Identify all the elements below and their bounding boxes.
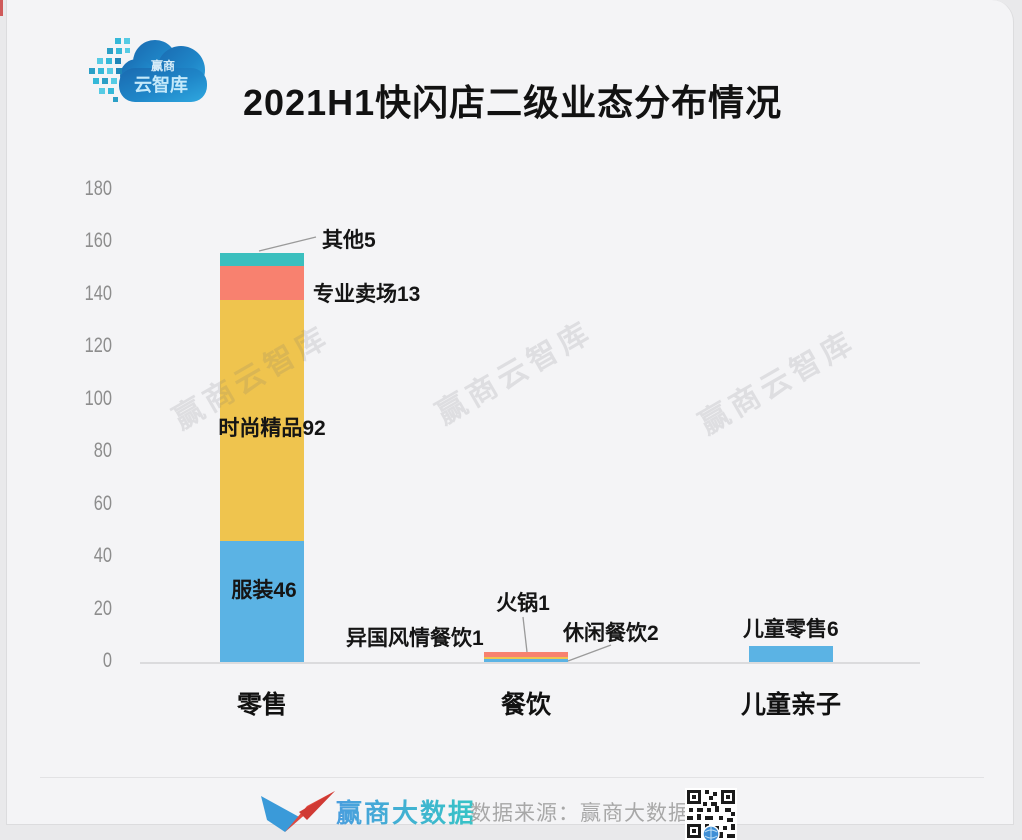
bar-segment bbox=[220, 252, 304, 267]
y-tick-label: 20 bbox=[93, 596, 112, 620]
x-axis-baseline bbox=[140, 662, 920, 664]
y-tick-label: 40 bbox=[93, 544, 112, 568]
y-tick-label: 60 bbox=[93, 491, 112, 515]
bar-segment bbox=[483, 659, 568, 662]
segment-label-huoguo: 火锅1 bbox=[496, 592, 550, 615]
category-label-lingshou: 零售 bbox=[236, 691, 288, 719]
bar-segment bbox=[220, 300, 304, 542]
bar-stack bbox=[220, 0, 304, 662]
footer: 赢商大数据 数据来源：赢商大数据 bbox=[0, 786, 1022, 840]
red-corner-mark bbox=[0, 0, 3, 16]
bar-segment bbox=[483, 651, 568, 657]
bar-segment bbox=[220, 266, 304, 301]
page-card bbox=[6, 0, 1014, 825]
segment-label-qita: 其他5 bbox=[322, 229, 376, 252]
bird-logo-icon bbox=[261, 791, 335, 832]
cloud-icon: 赢商 云智库 bbox=[89, 38, 207, 102]
bar-stack bbox=[483, 0, 568, 662]
bar-segment bbox=[749, 646, 833, 662]
footer-brand-text: 赢商大数据 bbox=[336, 793, 476, 830]
category-label-ertongqinzi: 儿童亲子 bbox=[740, 691, 842, 719]
segment-label-xiuxiancanyin: 休闲餐饮2 bbox=[563, 622, 659, 645]
brand-cloud-logo: 赢商 云智库 bbox=[85, 18, 217, 116]
y-tick-label: 100 bbox=[84, 386, 112, 410]
page-title: 2021H1快闪店二级业态分布情况 bbox=[243, 82, 783, 124]
category-label-canyin: 餐饮 bbox=[500, 691, 552, 719]
y-tick-label: 140 bbox=[84, 281, 112, 305]
segment-label-zhuanyemaichang: 专业卖场13 bbox=[313, 283, 421, 306]
data-source-text: 数据来源：赢商大数据 bbox=[470, 802, 690, 825]
logo-text-line1: 赢商 bbox=[151, 58, 175, 73]
qr-code bbox=[685, 788, 737, 840]
logo-text-line2: 云智库 bbox=[134, 74, 188, 95]
bar-segment bbox=[220, 541, 304, 662]
y-tick-label: 80 bbox=[93, 439, 112, 463]
segment-label-shishangjingpin: 时尚精品92 bbox=[218, 417, 326, 440]
y-tick-label: 120 bbox=[84, 334, 112, 358]
bar-segment bbox=[483, 656, 568, 660]
pixel-dots bbox=[89, 38, 130, 102]
y-tick-label: 160 bbox=[84, 229, 112, 253]
segment-label-yiguofengqing: 异国风情餐饮1 bbox=[346, 627, 484, 650]
bar-stack bbox=[749, 0, 833, 662]
y-tick-label: 0 bbox=[102, 649, 112, 672]
footer-divider bbox=[40, 777, 984, 778]
segment-label-fuzhuang: 服装46 bbox=[231, 579, 297, 602]
y-tick-label: 180 bbox=[84, 177, 112, 201]
segment-label-ertonglingshou: 儿童零售6 bbox=[743, 618, 839, 641]
